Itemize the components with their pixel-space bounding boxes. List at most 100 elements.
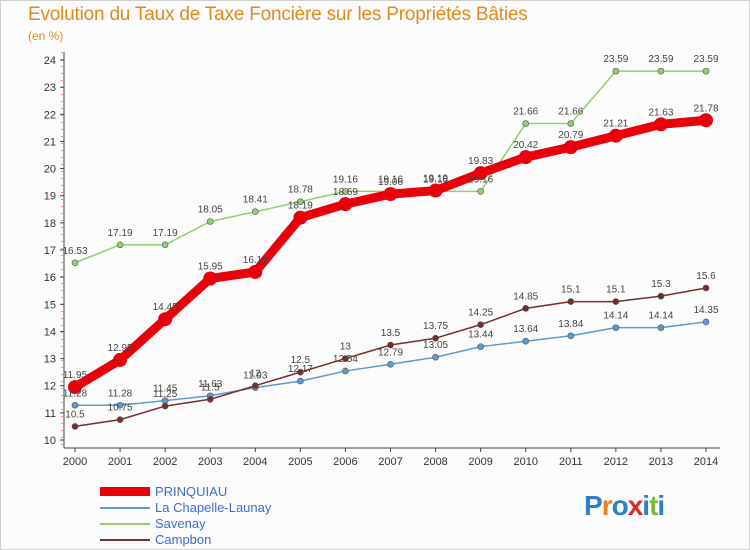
data-point — [161, 241, 169, 249]
x-tick-label: 2010 — [513, 456, 537, 468]
data-point — [161, 402, 169, 410]
data-point — [342, 355, 349, 362]
data-label: 19.16 — [333, 174, 358, 185]
legend-swatch — [100, 539, 150, 541]
y-tick-label: 18 — [44, 218, 56, 230]
y-tick-label: 20 — [44, 164, 56, 176]
data-label: 15.3 — [651, 279, 671, 290]
data-point — [477, 188, 484, 195]
data-label: 21.21 — [603, 119, 628, 130]
data-label: 19.06 — [378, 177, 403, 188]
data-point — [387, 341, 394, 349]
data-point — [702, 284, 710, 292]
unit-label: (en %) — [28, 29, 64, 43]
data-point — [206, 218, 214, 225]
logo-letter: i — [642, 490, 650, 521]
data-point — [522, 120, 530, 127]
data-label: 23.59 — [648, 54, 673, 65]
y-tick-label: 13 — [44, 354, 56, 366]
data-point — [702, 67, 710, 75]
x-tick-label: 2003 — [198, 456, 222, 468]
data-point — [251, 382, 259, 390]
legend-label: La Chapelle-Launay — [155, 500, 272, 515]
x-tick-label: 2008 — [423, 456, 447, 468]
data-label: 13.44 — [468, 330, 493, 341]
data-point — [428, 183, 443, 198]
x-tick-label: 2014 — [694, 456, 718, 468]
data-point — [297, 377, 304, 385]
data-point — [477, 343, 484, 350]
data-point — [71, 259, 79, 267]
data-point — [567, 298, 575, 305]
logo-letter: t — [649, 490, 658, 521]
data-label: 19.19 — [423, 174, 448, 185]
y-tick-label: 12 — [44, 381, 56, 393]
data-label: 11.63 — [198, 379, 223, 390]
data-label: 11.5 — [201, 382, 220, 393]
data-label: 15.1 — [606, 285, 626, 296]
legend-label: Savenay — [155, 516, 206, 531]
y-tick-label: 23 — [44, 82, 56, 94]
data-label: 13.64 — [513, 324, 538, 335]
data-label: 10.75 — [108, 403, 133, 414]
legend-swatch — [100, 523, 150, 525]
logo-letter: P — [584, 490, 603, 521]
data-point — [612, 324, 620, 331]
data-label: 11.45 — [153, 384, 178, 395]
legend-swatch — [100, 507, 150, 509]
data-label: 12.5 — [291, 355, 311, 366]
data-point — [71, 423, 79, 430]
data-point — [432, 353, 439, 361]
proxiti-logo: Proxiti — [584, 490, 665, 522]
data-point — [567, 120, 575, 127]
logo-letter: i — [657, 490, 665, 521]
data-label: 21.66 — [513, 107, 538, 118]
data-point — [522, 305, 530, 312]
data-label: 19.16 — [423, 174, 448, 185]
data-label: 11.28 — [108, 388, 133, 399]
y-tick-label: 24 — [44, 55, 56, 67]
data-point — [653, 117, 668, 132]
data-point — [338, 197, 353, 212]
x-tick-label: 2007 — [378, 456, 402, 468]
data-point — [206, 395, 214, 403]
y-tick-label: 22 — [44, 109, 56, 121]
data-label: 11.95 — [63, 370, 88, 381]
data-label: 20.42 — [513, 140, 538, 151]
data-point — [657, 324, 665, 331]
data-point — [116, 401, 124, 409]
data-label: 20.79 — [558, 130, 583, 141]
data-label: 13.05 — [423, 340, 448, 351]
data-point — [477, 321, 484, 328]
x-tick-label: 2002 — [153, 456, 177, 468]
data-label: 15.95 — [198, 262, 223, 273]
data-point — [657, 67, 665, 75]
data-label: 15.1 — [561, 285, 581, 296]
data-point — [612, 67, 620, 75]
data-label: 10.5 — [65, 409, 85, 420]
y-tick-label: 15 — [44, 299, 56, 311]
data-point — [342, 367, 349, 375]
data-point — [612, 298, 620, 305]
data-point — [473, 166, 488, 181]
data-label: 13 — [340, 342, 352, 353]
x-tick-label: 2009 — [468, 456, 492, 468]
data-label: 12.79 — [378, 347, 403, 358]
x-tick-label: 2005 — [288, 456, 312, 468]
data-label: 16.53 — [62, 246, 87, 257]
logo-letter: r — [601, 490, 613, 521]
data-point — [71, 401, 79, 409]
data-label: 15.6 — [696, 271, 716, 282]
data-point — [248, 264, 263, 279]
data-point — [657, 292, 665, 300]
data-label: 14.45 — [153, 302, 178, 313]
data-label: 14.14 — [648, 311, 673, 322]
data-label: 19.16 — [468, 174, 493, 185]
chart-title: Evolution du Taux de Taxe Foncière sur l… — [28, 4, 528, 25]
data-point — [297, 198, 304, 205]
legend-swatch — [100, 487, 150, 496]
data-point — [432, 334, 439, 342]
data-label: 14.85 — [513, 291, 538, 302]
data-label: 18.19 — [288, 201, 313, 212]
x-tick-label: 2013 — [649, 456, 673, 468]
